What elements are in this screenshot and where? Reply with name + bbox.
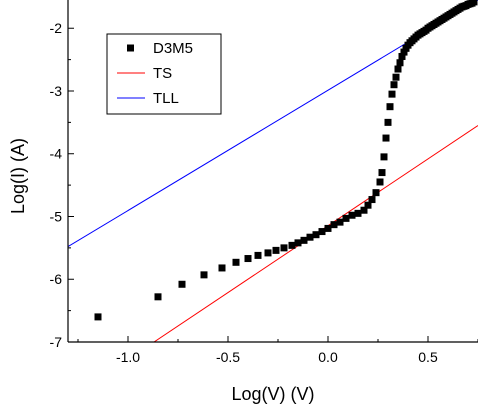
legend-box bbox=[106, 33, 222, 115]
data-point bbox=[218, 264, 226, 272]
data-point bbox=[330, 221, 338, 229]
data-point bbox=[398, 52, 406, 60]
data-point bbox=[384, 118, 392, 126]
data-point bbox=[154, 293, 162, 301]
legend-label-d3m5: D3M5 bbox=[153, 40, 193, 57]
data-point bbox=[360, 206, 368, 214]
y-tick-label: -2 bbox=[50, 20, 63, 36]
data-point bbox=[200, 271, 208, 279]
data-point bbox=[94, 313, 102, 321]
y-tick-label: -5 bbox=[50, 208, 63, 224]
data-point bbox=[324, 224, 332, 232]
y-ticks: -7 -6 -5 -4 -3 -2 bbox=[50, 20, 74, 350]
data-point bbox=[470, 0, 478, 6]
data-point bbox=[178, 280, 186, 288]
data-point bbox=[348, 211, 356, 219]
legend-marker-d3m5 bbox=[127, 44, 134, 52]
y-tick-label: -4 bbox=[50, 146, 63, 162]
y-tick-label: -7 bbox=[50, 334, 63, 350]
data-point bbox=[400, 48, 408, 56]
x-ticks: -1.0 -0.5 0.0 0.5 bbox=[77, 336, 478, 365]
data-point bbox=[376, 178, 384, 186]
data-point bbox=[318, 228, 326, 236]
data-point bbox=[244, 255, 252, 263]
data-point bbox=[272, 246, 280, 254]
legend-label-ts: TS bbox=[153, 65, 172, 82]
data-point bbox=[394, 65, 402, 73]
x-axis-title: Log(V) (V) bbox=[231, 384, 314, 404]
data-point bbox=[354, 209, 362, 217]
legend-items: D3M5 TS TLL bbox=[117, 40, 193, 107]
data-point bbox=[382, 134, 390, 142]
data-point bbox=[378, 169, 386, 177]
data-point bbox=[342, 214, 350, 222]
data-point bbox=[336, 218, 344, 226]
legend-label-tll: TLL bbox=[153, 90, 179, 107]
data-point bbox=[380, 153, 388, 161]
data-point bbox=[390, 81, 398, 89]
data-point bbox=[364, 201, 372, 209]
data-point bbox=[300, 236, 308, 244]
data-point bbox=[372, 189, 380, 197]
x-tick-label: 0.0 bbox=[318, 349, 338, 365]
y-axis-title: Log(I) (A) bbox=[8, 138, 28, 214]
x-tick-label: 0.5 bbox=[418, 349, 438, 365]
data-point bbox=[312, 231, 320, 239]
data-points bbox=[94, 0, 478, 321]
data-point bbox=[306, 233, 314, 241]
x-tick-label: -0.5 bbox=[216, 349, 240, 365]
data-point bbox=[288, 241, 296, 249]
data-point bbox=[280, 244, 288, 252]
data-point bbox=[368, 196, 376, 204]
data-point bbox=[264, 249, 272, 257]
y-tick-label: -6 bbox=[50, 271, 63, 287]
data-point bbox=[388, 90, 396, 98]
data-point bbox=[386, 103, 394, 111]
plot-area bbox=[68, 0, 478, 342]
y-tick-label: -3 bbox=[50, 83, 63, 99]
x-tick-label: -1.0 bbox=[116, 349, 140, 365]
data-point bbox=[254, 251, 262, 259]
data-point bbox=[294, 239, 302, 247]
data-point bbox=[392, 73, 400, 81]
data-point bbox=[232, 258, 240, 266]
data-point bbox=[396, 59, 404, 67]
axes bbox=[67, 0, 478, 343]
legend: D3M5 TS TLL bbox=[106, 33, 222, 115]
